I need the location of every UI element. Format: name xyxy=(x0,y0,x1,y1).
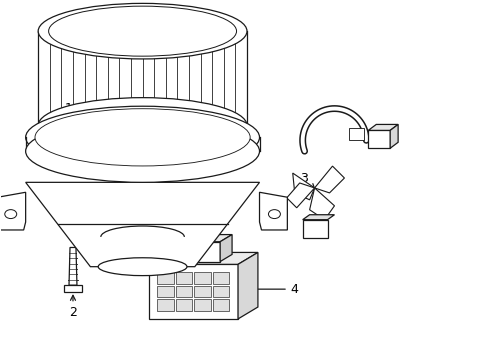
Polygon shape xyxy=(194,272,210,284)
Polygon shape xyxy=(25,183,259,267)
Polygon shape xyxy=(69,247,77,285)
Polygon shape xyxy=(314,166,344,193)
Polygon shape xyxy=(194,286,210,297)
Polygon shape xyxy=(302,215,334,220)
Polygon shape xyxy=(292,173,314,200)
Ellipse shape xyxy=(5,210,17,219)
Ellipse shape xyxy=(268,210,280,219)
Polygon shape xyxy=(148,252,257,264)
Polygon shape xyxy=(176,286,192,297)
Polygon shape xyxy=(349,129,364,140)
Ellipse shape xyxy=(38,98,246,153)
Polygon shape xyxy=(157,272,174,284)
Polygon shape xyxy=(176,300,192,311)
Polygon shape xyxy=(64,285,82,292)
Polygon shape xyxy=(367,125,397,130)
Polygon shape xyxy=(212,272,228,284)
Polygon shape xyxy=(175,242,220,262)
Ellipse shape xyxy=(48,6,236,56)
Polygon shape xyxy=(309,188,334,220)
Text: 2: 2 xyxy=(69,295,77,319)
Polygon shape xyxy=(238,252,257,319)
Polygon shape xyxy=(286,183,314,208)
Polygon shape xyxy=(157,300,174,311)
Polygon shape xyxy=(148,264,238,319)
Polygon shape xyxy=(0,192,25,230)
Polygon shape xyxy=(194,300,210,311)
Polygon shape xyxy=(367,130,389,148)
Polygon shape xyxy=(220,235,232,262)
Text: 3: 3 xyxy=(299,171,314,189)
Polygon shape xyxy=(302,220,327,238)
Polygon shape xyxy=(176,272,192,284)
Ellipse shape xyxy=(25,120,259,183)
Polygon shape xyxy=(389,125,397,148)
Ellipse shape xyxy=(98,258,186,276)
Text: 4: 4 xyxy=(242,283,298,296)
Ellipse shape xyxy=(38,3,246,59)
Text: 1: 1 xyxy=(65,102,118,115)
Ellipse shape xyxy=(35,109,250,166)
Polygon shape xyxy=(157,286,174,297)
Ellipse shape xyxy=(25,106,259,168)
Polygon shape xyxy=(259,192,287,230)
Polygon shape xyxy=(175,235,232,242)
Polygon shape xyxy=(212,286,228,297)
Polygon shape xyxy=(212,300,228,311)
